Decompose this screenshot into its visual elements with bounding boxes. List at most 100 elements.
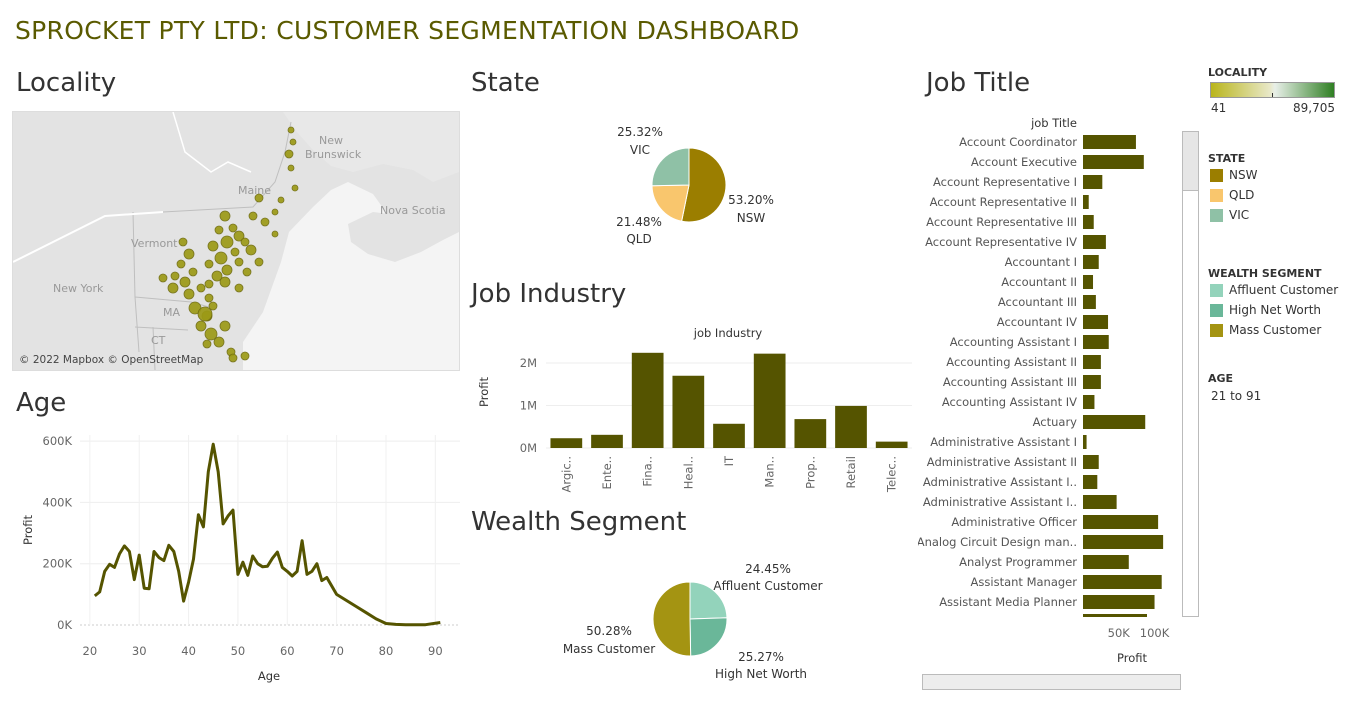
map-point[interactable] <box>254 193 264 203</box>
legend-state-nsw[interactable]: NSW <box>1210 168 1257 182</box>
pie-slice-qld[interactable] <box>651 184 690 222</box>
map-point[interactable] <box>219 276 231 288</box>
legend-wealth-affluent[interactable]: Affluent Customer <box>1210 283 1338 297</box>
map-point[interactable] <box>195 320 207 332</box>
job-title-bar-20[interactable] <box>1083 535 1164 549</box>
job-title-bar-14[interactable] <box>1083 415 1146 429</box>
bar-8[interactable] <box>875 441 908 448</box>
map-point[interactable] <box>183 248 195 260</box>
job-title-bar-18[interactable] <box>1083 495 1117 509</box>
map-point[interactable] <box>178 237 188 247</box>
bar-3[interactable] <box>672 375 705 448</box>
job-title-bar-13[interactable] <box>1083 395 1095 409</box>
job-title-bar-7[interactable] <box>1083 275 1094 289</box>
legend-wealth-hnw[interactable]: High Net Worth <box>1210 303 1321 317</box>
age-profit-line[interactable] <box>93 442 441 627</box>
map-point[interactable] <box>213 336 225 348</box>
legend-age-range[interactable]: 21 to 91 <box>1211 389 1262 403</box>
map-point[interactable] <box>188 267 198 277</box>
pie-slice-mass-customer[interactable] <box>652 581 692 657</box>
map-point[interactable] <box>271 230 279 238</box>
bar-4[interactable] <box>713 423 745 448</box>
map-point[interactable] <box>242 267 252 277</box>
job-title-bar-15[interactable] <box>1083 435 1087 449</box>
map-point[interactable] <box>234 283 244 293</box>
job-title-bar-21[interactable] <box>1083 555 1129 569</box>
legend-state-qld[interactable]: QLD <box>1210 188 1254 202</box>
job-title-bar-19[interactable] <box>1083 515 1159 529</box>
job-title-scroll-thumb[interactable] <box>1183 132 1198 191</box>
map-point[interactable] <box>170 271 180 281</box>
legend-state-vic[interactable]: VIC <box>1210 208 1249 222</box>
job-title-vertical-scrollbar[interactable] <box>1182 131 1199 617</box>
map-point[interactable] <box>204 279 214 289</box>
map-locality-points[interactable] <box>158 126 299 363</box>
map-point[interactable] <box>202 339 212 349</box>
map-point[interactable] <box>219 320 231 332</box>
wealth-pie-slices[interactable] <box>652 581 728 657</box>
job-title-bar-6[interactable] <box>1083 255 1099 269</box>
map-point[interactable] <box>183 288 195 300</box>
map-point[interactable] <box>240 351 250 361</box>
map-point[interactable] <box>233 230 245 242</box>
job-title-bar-4[interactable] <box>1083 215 1094 229</box>
map-point[interactable] <box>291 184 299 192</box>
map-point[interactable] <box>214 225 224 235</box>
map-point[interactable] <box>221 264 233 276</box>
job-title-bar-3[interactable] <box>1083 195 1089 209</box>
map-point[interactable] <box>176 259 186 269</box>
job-title-bar-2[interactable] <box>1083 175 1103 189</box>
map-point[interactable] <box>284 149 294 159</box>
map-point[interactable] <box>289 138 297 146</box>
job-title-bar-16[interactable] <box>1083 455 1099 469</box>
pie-slice-nsw[interactable] <box>681 147 727 223</box>
job-title-bar-11[interactable] <box>1083 355 1101 369</box>
map-point[interactable] <box>240 237 250 247</box>
map-point[interactable] <box>211 270 223 282</box>
bar-5[interactable] <box>753 353 786 448</box>
pie-slice-vic[interactable] <box>651 147 690 187</box>
pie-slice-affluent-customer[interactable] <box>689 581 728 620</box>
bar-1[interactable] <box>591 434 623 448</box>
map-point[interactable] <box>158 273 168 283</box>
map-point[interactable] <box>179 276 191 288</box>
map-point[interactable] <box>230 247 240 257</box>
job-title-bar-9[interactable] <box>1083 315 1109 329</box>
job-title-bar-8[interactable] <box>1083 295 1096 309</box>
map-point[interactable] <box>167 282 179 294</box>
map-point[interactable] <box>219 210 231 222</box>
job-title-bar-10[interactable] <box>1083 335 1109 349</box>
map-point[interactable] <box>228 223 238 233</box>
map-point[interactable] <box>245 244 257 256</box>
map-point[interactable] <box>248 211 258 221</box>
map-point[interactable] <box>254 257 264 267</box>
map-point[interactable] <box>234 257 244 267</box>
job-title-bar-0[interactable] <box>1083 135 1136 149</box>
locality-map[interactable]: New Brunswick Maine Nova Scotia Vermont … <box>12 111 460 371</box>
map-point[interactable] <box>204 293 214 303</box>
bar-2[interactable] <box>631 352 664 448</box>
job-title-bar-23[interactable] <box>1083 595 1155 609</box>
map-point[interactable] <box>287 126 295 134</box>
state-pie-slices[interactable] <box>651 147 727 223</box>
map-point[interactable] <box>207 240 219 252</box>
map-point[interactable] <box>204 327 218 341</box>
map-point[interactable] <box>277 196 285 204</box>
bar-0[interactable] <box>550 438 583 448</box>
map-point[interactable] <box>287 164 295 172</box>
map-point[interactable] <box>197 306 213 322</box>
job-title-bar-17[interactable] <box>1083 475 1098 489</box>
job-title-bar-1[interactable] <box>1083 155 1144 169</box>
legend-wealth-mass[interactable]: Mass Customer <box>1210 323 1321 337</box>
map-point[interactable] <box>220 235 234 249</box>
map-point[interactable] <box>196 283 206 293</box>
pie-slice-high-net-worth[interactable] <box>689 617 728 657</box>
map-point[interactable] <box>260 217 270 227</box>
job-title-bar-12[interactable] <box>1083 375 1101 389</box>
map-point[interactable] <box>228 353 238 363</box>
map-point[interactable] <box>208 301 218 311</box>
map-point[interactable] <box>214 251 228 265</box>
job-title-horizontal-scrollbar[interactable] <box>922 674 1181 690</box>
bar-6[interactable] <box>794 419 827 448</box>
job-title-bar-5[interactable] <box>1083 235 1106 249</box>
